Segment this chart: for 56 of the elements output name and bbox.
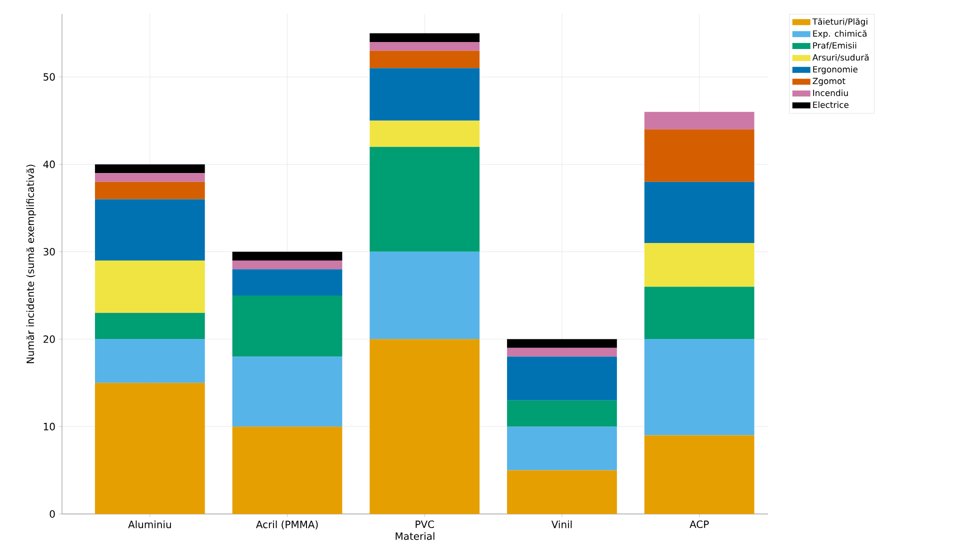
bar	[370, 33, 480, 42]
legend-label: Ergonomie	[813, 66, 858, 74]
bar	[370, 146, 480, 252]
bar	[232, 269, 342, 296]
bar	[94, 199, 205, 260]
bar	[644, 339, 754, 436]
bar	[644, 182, 754, 244]
legend-label: Exp. chimică	[813, 30, 866, 38]
bar	[370, 42, 480, 51]
legend-label: Arsuri/sudură	[812, 54, 869, 62]
bar	[232, 356, 342, 427]
y-tick-label: 50	[44, 73, 55, 81]
bar	[370, 339, 480, 514]
bar	[370, 68, 480, 121]
bar	[232, 260, 342, 270]
x-tick-label: Vinil	[551, 520, 572, 528]
bar	[644, 286, 754, 340]
y-tick-label: 10	[44, 422, 55, 430]
x-tick-label: ACP	[690, 520, 709, 528]
bar	[232, 426, 342, 514]
bar	[507, 339, 617, 348]
bar	[94, 182, 205, 200]
bar	[232, 295, 342, 357]
bar	[94, 173, 205, 182]
legend-label: Tăieturi/Plăgi	[812, 18, 868, 26]
bar	[507, 400, 617, 427]
legend-label: Incendiu	[813, 90, 848, 96]
bar	[644, 129, 754, 182]
x-tick-label: Aluminiu	[128, 520, 171, 528]
bar	[644, 243, 754, 287]
y-tick-label: 20	[44, 335, 55, 343]
y-tick-label: 30	[44, 248, 55, 256]
bar	[94, 339, 205, 383]
bar	[94, 260, 205, 313]
bar	[232, 252, 342, 260]
bar	[94, 382, 205, 514]
y-tick-label: 40	[43, 160, 55, 168]
x-tick-label: PVC	[416, 520, 434, 528]
x-tick-label: Acril (PMMA)	[256, 520, 318, 530]
y-axis-title: Număr incidente (sumă exemplificativă)	[26, 164, 36, 364]
bar	[370, 50, 480, 68]
legend-label: Electrice	[813, 101, 849, 108]
legend-label: Zgomot	[812, 78, 846, 86]
bar	[94, 312, 205, 340]
bar	[644, 435, 754, 514]
bar	[644, 112, 754, 130]
bar	[507, 426, 617, 470]
bar	[507, 356, 617, 400]
bar	[507, 348, 617, 357]
bar	[370, 252, 480, 340]
x-axis-title: Material	[396, 532, 434, 540]
y-tick-label: 0	[50, 510, 55, 518]
legend-label: Praf/Emisii	[813, 42, 856, 50]
bar	[94, 164, 205, 174]
bar	[370, 120, 480, 147]
bar	[507, 470, 617, 514]
